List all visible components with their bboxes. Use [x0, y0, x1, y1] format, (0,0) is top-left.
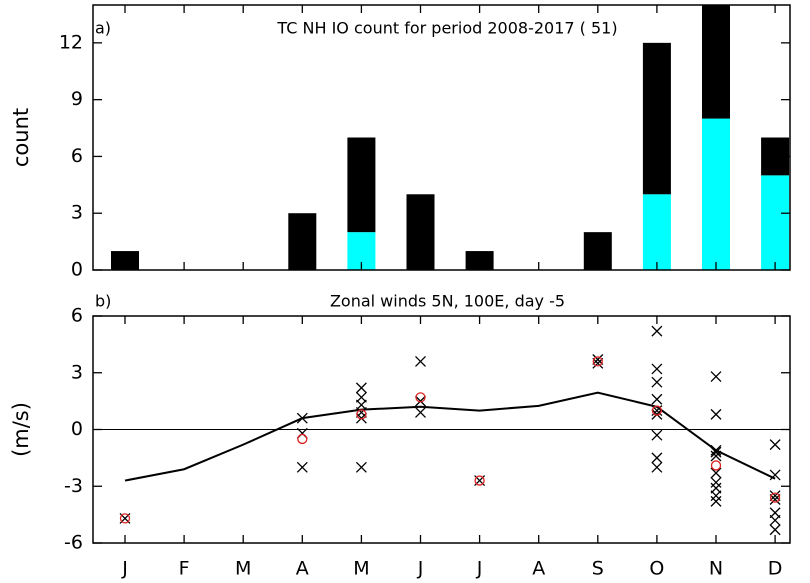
bar-segment [347, 137, 376, 233]
cross [710, 446, 722, 458]
x-tick-label: S [592, 558, 604, 580]
x-tick-label: M [353, 558, 369, 580]
mean-circle [297, 433, 308, 445]
panel-label: a) [95, 19, 111, 38]
cross [710, 371, 722, 382]
cross [296, 412, 308, 424]
mean-circle [119, 513, 131, 524]
bar-segment [642, 42, 671, 195]
cross [710, 450, 722, 462]
cross [415, 407, 426, 418]
y-tick-label: 6 [71, 145, 83, 167]
x-tick-label: M [235, 558, 251, 580]
cross [710, 408, 722, 420]
mean-circle [769, 492, 781, 503]
y-axis-label: (m/s) [9, 402, 33, 457]
cross [651, 325, 663, 337]
x-tick-label: O [649, 558, 664, 580]
cross [355, 407, 367, 418]
y-tick-label: 12 [59, 31, 83, 53]
cross [355, 382, 367, 394]
x-tick-label: F [179, 558, 190, 580]
cross [415, 395, 426, 407]
cross [651, 376, 663, 388]
mean-circle [356, 409, 367, 420]
cross [651, 452, 663, 464]
x-tick-label: D [768, 558, 783, 580]
x-tick-label: A [296, 558, 309, 580]
x-tick-label: J [417, 558, 424, 580]
mean-circle [710, 460, 722, 471]
panel-title: Zonal winds 5N, 100E, day -5 [330, 292, 565, 311]
cross [769, 514, 781, 526]
mean-circle [592, 356, 603, 367]
cross [769, 490, 781, 502]
cross [355, 412, 367, 424]
y-tick-label: 0 [71, 259, 83, 281]
panel-title: TC NH IO count for period 2008-2017 ( 51… [276, 19, 617, 38]
y-tick-label: -3 [64, 475, 83, 497]
cross [769, 469, 781, 481]
y-axis-label: count [9, 108, 33, 167]
plot-frame [92, 4, 791, 271]
bar-segment [642, 194, 671, 270]
y-tick-label: 3 [71, 361, 83, 383]
bar-segment [702, 118, 730, 270]
x-tick-label: A [532, 558, 545, 580]
mean-circle [651, 405, 663, 416]
cross [415, 355, 426, 367]
bar-segment [761, 175, 790, 270]
mean-circle [474, 475, 485, 486]
bar-segment [288, 213, 317, 270]
bar-segment [111, 251, 139, 270]
x-tick-label: J [121, 558, 128, 580]
cross [710, 495, 722, 507]
cross [710, 477, 722, 488]
panel-label: b) [95, 292, 111, 311]
cross [651, 461, 663, 473]
cross [651, 393, 663, 405]
y-tick-label: 3 [71, 202, 83, 224]
cross [592, 357, 604, 369]
cross [769, 439, 781, 451]
cross [296, 461, 308, 473]
cross [710, 467, 722, 479]
cross [651, 429, 663, 441]
cross [710, 444, 722, 456]
bar-segment [465, 251, 494, 270]
bar-segment [406, 194, 435, 270]
cross [769, 524, 781, 536]
y-tick-label: 6 [71, 305, 83, 327]
x-tick-label: J [476, 558, 483, 580]
y-tick-label: -6 [64, 532, 83, 554]
x-tick-label: N [709, 558, 723, 580]
y-tick-label: 0 [71, 418, 83, 440]
cross [355, 461, 367, 473]
cross [651, 408, 663, 420]
mean-circle [415, 392, 426, 403]
cross [769, 494, 781, 505]
bar-segment [702, 5, 730, 119]
line [124, 391, 776, 482]
cross [592, 354, 604, 365]
y-tick-label: 9 [71, 88, 83, 110]
cross [651, 363, 663, 375]
cross [710, 490, 722, 502]
